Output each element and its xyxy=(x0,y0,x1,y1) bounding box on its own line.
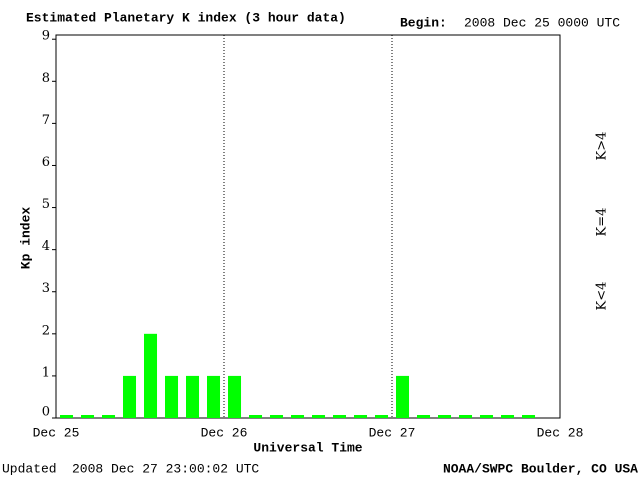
x-tick-label: Dec 25 xyxy=(33,425,80,440)
begin-label: Begin: xyxy=(400,15,447,30)
updated-date: 2008 Dec 27 23:00:02 UTC xyxy=(72,461,259,476)
y-tick-label: 1 xyxy=(42,365,50,380)
x-tick-label: Dec 27 xyxy=(369,425,416,440)
y-tick-label: 3 xyxy=(42,281,50,296)
bar xyxy=(480,415,494,418)
y-tick-label: 5 xyxy=(42,197,50,212)
y-axis-label: Kp index xyxy=(18,207,33,270)
bar xyxy=(228,375,242,418)
bar xyxy=(207,375,221,418)
legend-entry: K<4 xyxy=(595,282,610,311)
bar xyxy=(522,415,536,418)
bar xyxy=(438,415,452,418)
y-tick-label: 2 xyxy=(42,323,50,338)
bar xyxy=(81,415,95,418)
bar xyxy=(60,415,74,418)
bar xyxy=(249,415,263,418)
y-tick-label: 7 xyxy=(42,113,50,128)
bar xyxy=(165,375,179,418)
bar xyxy=(375,415,389,418)
bar xyxy=(186,375,200,418)
begin-date: 2008 Dec 25 0000 UTC xyxy=(464,15,620,30)
y-tick-label: 4 xyxy=(42,239,50,254)
legend-entry: K>4 xyxy=(595,132,610,161)
bar xyxy=(291,415,305,418)
bar xyxy=(354,415,368,418)
bar xyxy=(333,415,347,418)
y-tick-label: 8 xyxy=(42,71,50,86)
plot-frame xyxy=(55,34,561,419)
bar xyxy=(501,415,515,418)
y-tick-label: 0 xyxy=(42,405,50,420)
chart-title: Estimated Planetary K index (3 hour data… xyxy=(26,10,346,25)
bar xyxy=(270,415,284,418)
updated-label: Updated xyxy=(2,461,57,476)
y-tick-label: 6 xyxy=(42,155,50,170)
bar xyxy=(144,333,158,418)
legend-entry: K=4 xyxy=(595,208,610,237)
bar xyxy=(123,375,137,418)
bar xyxy=(459,415,473,418)
source: NOAA/SWPC Boulder, CO USA xyxy=(443,461,638,476)
bar xyxy=(417,415,431,418)
x-axis-label: Universal Time xyxy=(253,440,362,455)
bar xyxy=(102,415,116,418)
x-tick-label: Dec 28 xyxy=(537,425,584,440)
y-tick-label: 9 xyxy=(42,29,50,44)
bar xyxy=(312,415,326,418)
bar xyxy=(396,375,410,418)
x-tick-label: Dec 26 xyxy=(201,425,248,440)
